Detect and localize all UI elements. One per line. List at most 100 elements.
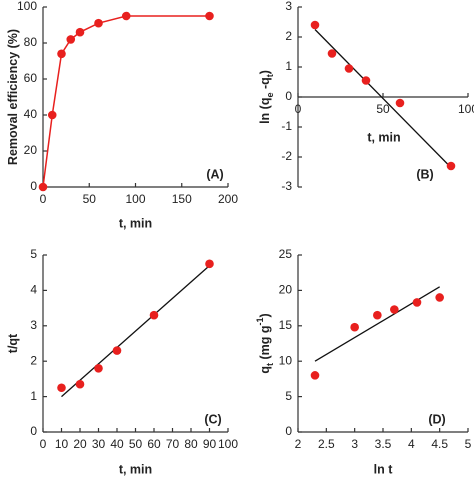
- data-point: [344, 64, 354, 73]
- y-axis-label-part: (mg g: [258, 326, 272, 364]
- data-point: [361, 76, 371, 85]
- data-point: [94, 18, 103, 28]
- data-point: [435, 293, 444, 302]
- y-tick-label: -2: [281, 149, 292, 163]
- y-tick-label: 100: [17, 0, 37, 13]
- x-tick-label: 50: [129, 437, 143, 451]
- series-line: [42, 15, 210, 188]
- x-tick-label: 3.5: [375, 437, 392, 451]
- data-point: [47, 110, 57, 120]
- x-tick-label: 2: [295, 437, 302, 451]
- x-axis-label: ln t: [374, 462, 394, 476]
- y-tick-label: 25: [279, 247, 293, 261]
- x-tick-label: 40: [110, 437, 124, 451]
- y-tick-label: 0: [30, 424, 37, 438]
- y-tick-label: 0: [30, 179, 37, 193]
- y-tick-label: 5: [285, 389, 292, 403]
- y-tick-label: 60: [24, 71, 38, 85]
- x-tick-label: 0: [295, 102, 302, 116]
- y-tick-label: 20: [24, 143, 38, 157]
- data-point: [327, 49, 337, 58]
- x-tick-label: 0: [40, 437, 47, 451]
- y-axis-label-part: ln (q: [258, 98, 272, 124]
- y-tick-label: -3: [281, 179, 292, 193]
- y-axis-label-part: t: [265, 74, 275, 77]
- y-axis-label-part: Removal efficiency (%): [6, 29, 20, 165]
- panel-label: (B): [416, 167, 433, 181]
- data-point: [310, 20, 320, 30]
- x-tick-label: 90: [203, 437, 217, 451]
- data-point: [66, 35, 76, 44]
- data-point: [121, 11, 131, 21]
- x-tick-label: 70: [166, 437, 180, 451]
- panel-label: (D): [428, 412, 445, 426]
- x-tick-label: 10: [55, 437, 69, 451]
- x-tick-label: 20: [73, 437, 87, 451]
- trendline: [314, 286, 440, 362]
- y-axis-label-part: ): [258, 313, 272, 317]
- trendline: [314, 29, 452, 168]
- data-point: [446, 161, 456, 171]
- y-tick-label: 0: [285, 424, 292, 438]
- x-tick-label: 150: [172, 192, 192, 206]
- y-tick-label: 0: [285, 89, 292, 103]
- y-tick-label: -1: [281, 119, 292, 133]
- y-axis-label: ln (qe -qt): [258, 70, 275, 124]
- data-point: [350, 322, 359, 332]
- y-axis-label-part: -q: [258, 77, 272, 92]
- x-tick-label: 3: [351, 437, 358, 451]
- data-point: [205, 259, 214, 269]
- x-tick-label: 100: [218, 437, 238, 451]
- data-point: [75, 27, 85, 37]
- y-tick-label: 1: [285, 59, 292, 73]
- data-point: [412, 298, 422, 307]
- x-tick-label: 100: [125, 192, 145, 206]
- x-tick-label: 50: [376, 102, 390, 116]
- panel-label: (C): [204, 412, 221, 426]
- trendline: [61, 265, 210, 398]
- data-point: [395, 98, 405, 108]
- y-tick-label: 1: [30, 389, 37, 403]
- y-tick-label: 3: [285, 0, 292, 13]
- y-axis-label-part: q: [258, 366, 272, 374]
- y-axis-label-part: t: [265, 363, 275, 366]
- data-point: [57, 49, 66, 59]
- x-tick-label: 0: [40, 192, 47, 206]
- y-tick-label: 40: [24, 107, 38, 121]
- y-axis-label-part: t/qt: [6, 333, 20, 353]
- data-point: [94, 363, 103, 373]
- x-axis-label: t, min: [119, 216, 152, 230]
- x-tick-label: 50: [83, 192, 97, 206]
- y-tick-label: 3: [30, 318, 37, 332]
- y-tick-label: 80: [24, 35, 38, 49]
- x-tick-label: 2.5: [318, 437, 335, 451]
- y-axis-label: qt (mg g-1): [255, 313, 275, 373]
- y-tick-label: 10: [279, 353, 293, 367]
- y-axis-label: Removal efficiency (%): [6, 29, 20, 165]
- x-tick-label: 5: [465, 437, 472, 451]
- y-axis-label: t/qt: [6, 333, 20, 353]
- y-tick-label: 2: [285, 29, 292, 43]
- data-point: [149, 310, 159, 320]
- data-point: [310, 371, 320, 380]
- data-point: [205, 11, 214, 21]
- data-point: [38, 182, 48, 192]
- y-axis-label-part: ): [258, 70, 272, 74]
- x-axis-label: t, min: [119, 462, 152, 476]
- x-tick-label: 80: [184, 437, 198, 451]
- y-tick-label: 20: [279, 283, 293, 297]
- data-point: [75, 379, 85, 389]
- x-tick-label: 200: [218, 192, 238, 206]
- panel-label: (A): [206, 167, 223, 181]
- data-point: [57, 383, 66, 393]
- x-tick-label: 100: [458, 102, 474, 116]
- y-tick-label: 5: [30, 247, 37, 261]
- x-tick-label: 4.5: [431, 437, 448, 451]
- x-tick-label: 60: [147, 437, 161, 451]
- data-point: [390, 305, 399, 314]
- y-tick-label: 15: [279, 318, 293, 332]
- y-axis-label-part: e: [265, 93, 275, 98]
- x-tick-label: 4: [408, 437, 415, 451]
- data-point: [112, 346, 122, 355]
